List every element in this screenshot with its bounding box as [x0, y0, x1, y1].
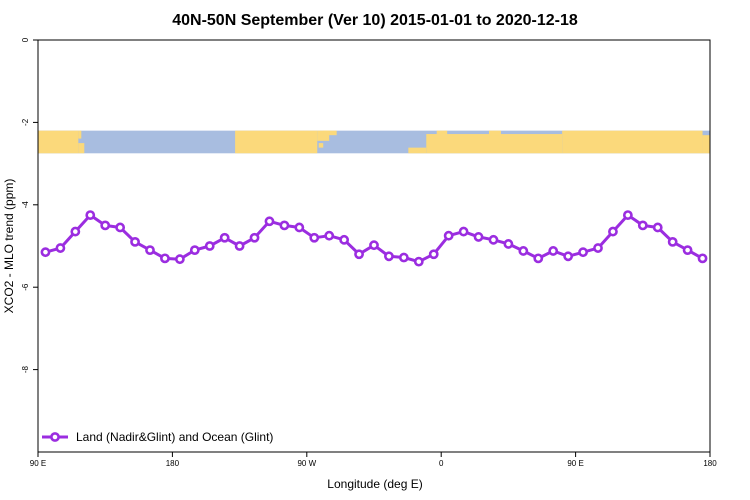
data-point: [369, 240, 379, 251]
series-layer: [40, 210, 708, 267]
map-land: [426, 134, 563, 154]
legend-entry: Land (Nadir&Glint) and Ocean (Glint): [76, 430, 273, 444]
map-land: [78, 130, 82, 139]
data-point: [85, 210, 96, 220]
data-point: [458, 226, 469, 237]
data-point: [189, 245, 200, 256]
data-point: [384, 251, 394, 262]
y-tick-label: -6: [21, 283, 30, 291]
data-point: [697, 253, 708, 264]
map-land: [78, 143, 85, 154]
data-point: [264, 216, 275, 227]
data-point: [428, 249, 439, 260]
data-point: [55, 243, 66, 253]
data-point: [324, 230, 335, 241]
map-land: [235, 130, 318, 154]
map-land: [317, 130, 330, 141]
data-point: [40, 247, 51, 258]
x-axis-label: Longitude (deg E): [327, 477, 422, 491]
data-point: [309, 232, 320, 243]
data-point: [473, 232, 484, 242]
y-tick-label: -2: [21, 118, 30, 126]
data-point: [115, 222, 126, 233]
data-point: [219, 232, 230, 243]
data-point: [234, 241, 245, 251]
data-point: [578, 247, 588, 258]
data-point: [130, 236, 140, 247]
data-point: [667, 236, 678, 247]
data-point: [488, 234, 499, 245]
series-line: [45, 213, 704, 264]
data-point: [145, 245, 155, 256]
map-land: [702, 135, 710, 154]
map-land: [318, 143, 324, 148]
data-point: [174, 254, 185, 265]
map-land: [488, 130, 501, 136]
legend-swatch-marker: [50, 432, 60, 442]
y-axis: 0 -2 -4 -6 -8: [21, 37, 38, 373]
map-land: [436, 130, 448, 139]
x-tick-label: 180: [703, 459, 717, 468]
map-land: [408, 147, 427, 154]
data-point: [637, 220, 648, 231]
data-point: [533, 253, 544, 264]
data-point: [249, 232, 260, 243]
x-axis: 90 E 180 90 W 0 90 E 180: [30, 452, 717, 468]
data-point: [443, 230, 454, 241]
data-point: [279, 220, 290, 231]
data-point: [652, 222, 663, 233]
data-point: [503, 239, 514, 249]
y-tick-label: 0: [21, 37, 30, 42]
data-point: [548, 246, 559, 256]
data-point: [413, 256, 424, 267]
x-tick-label: 90 W: [297, 459, 316, 468]
chart-title: 40N-50N September (Ver 10) 2015-01-01 to…: [172, 12, 578, 29]
data-point: [398, 252, 409, 263]
map-land: [38, 130, 79, 154]
data-point: [70, 226, 81, 237]
plot-frame: [37, 39, 711, 453]
y-tick-label: -4: [21, 201, 30, 209]
data-point: [354, 249, 364, 260]
data-point: [204, 241, 215, 251]
data-point: [622, 210, 633, 220]
data-point: [160, 253, 170, 264]
data-point: [339, 234, 350, 245]
y-tick-label: -8: [21, 365, 30, 373]
data-point: [518, 246, 529, 256]
data-point: [294, 222, 305, 233]
x-tick-label: 90 E: [567, 459, 583, 468]
map-land: [562, 130, 703, 154]
data-point: [682, 245, 693, 256]
data-point: [608, 226, 618, 237]
world-map-strip: [38, 130, 710, 154]
x-tick-label: 0: [439, 459, 444, 468]
legend: Land (Nadir&Glint) and Ocean (Glint): [42, 430, 273, 444]
x-tick-label: 90 E: [30, 459, 46, 468]
x-tick-label: 180: [166, 459, 180, 468]
map-land: [323, 130, 337, 136]
data-point: [563, 251, 574, 262]
y-axis-label: XCO2 - MLO trend (ppm): [2, 179, 16, 314]
data-point: [593, 243, 603, 253]
data-point: [100, 220, 111, 231]
